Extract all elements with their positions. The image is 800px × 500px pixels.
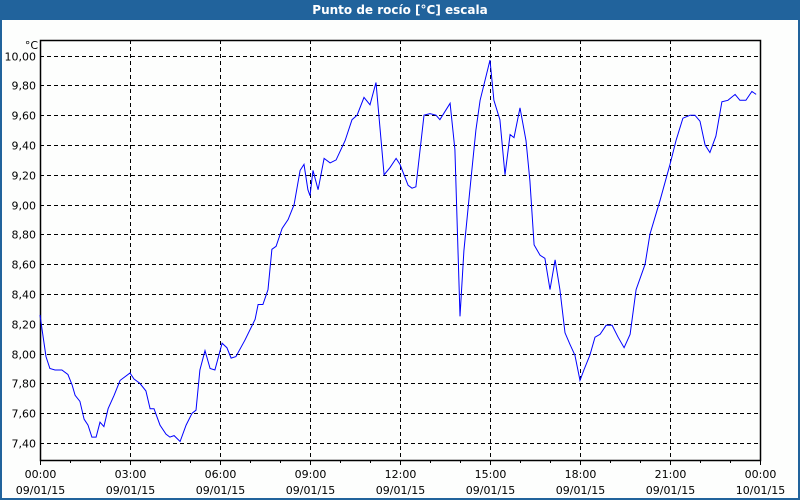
x-tick-label-date: 09/01/15 [106, 484, 155, 497]
x-tick-label-time: 00:00 [25, 468, 57, 481]
window-title: Punto de rocío [°C] escala [312, 3, 488, 17]
chart-panel: 7,40 7,60 7,80 8,00 8,20 8,40 8,60 8,80 9,00 9,20… [2, 20, 798, 498]
x-tick-label-date: 09/01/15 [196, 484, 245, 497]
x-tick-label-date: 09/01/15 [286, 484, 335, 497]
x-tick-label-time: 12:00 [385, 468, 417, 481]
y-tick-label: 7,60 [12, 408, 37, 421]
dew-point-chart: 7,40 7,60 7,80 8,00 8,20 8,40 8,60 8,80 9,00 9,20… [5, 39, 786, 497]
y-tick-label: 7,40 [12, 438, 37, 451]
x-tick-label-date: 09/01/15 [376, 484, 425, 497]
y-tick-label: 9,80 [12, 80, 37, 93]
y-tick-label: 8,00 [12, 349, 37, 362]
x-tick-label-date: 09/01/15 [556, 484, 605, 497]
x-tick-label-date: 09/01/15 [646, 484, 695, 497]
y-tick-label: 8,60 [12, 259, 37, 272]
plot-frame [39, 39, 762, 462]
x-tick-label-date: 09/01/15 [16, 484, 65, 497]
x-tick-label-time: 03:00 [115, 468, 147, 481]
x-tick-label-time: 21:00 [655, 468, 687, 481]
x-tick-label-time: 18:00 [565, 468, 597, 481]
y-tick-label: 7,80 [12, 378, 37, 391]
series-line [39, 59, 757, 443]
x-tick-label-time: 06:00 [205, 468, 237, 481]
y-axis-unit: °C [25, 39, 39, 52]
y-tick-label: 9,40 [12, 140, 37, 153]
y-tick-label: 8,80 [12, 229, 37, 242]
y-tick-label: 8,20 [12, 319, 37, 332]
y-tick-label: 8,40 [12, 289, 37, 302]
x-tick-label-date: 10/01/15 [736, 484, 785, 497]
x-tick-label-time: 09:00 [295, 468, 327, 481]
x-tick-label-time: 15:00 [475, 468, 507, 481]
x-tick-label-time: 00:00 [745, 468, 777, 481]
y-tick-label: 9,00 [12, 200, 37, 213]
y-tick-label: 10,00 [5, 51, 37, 64]
x-tick-label-date: 09/01/15 [466, 484, 515, 497]
y-tick-label: 9,20 [12, 170, 37, 183]
y-tick-label: 9,60 [12, 110, 37, 123]
